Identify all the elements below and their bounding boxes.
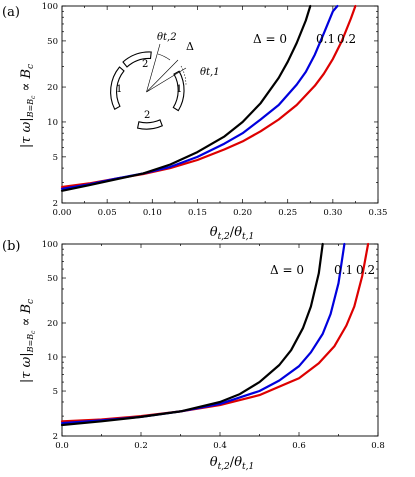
series-line-a-2 (60, 4, 357, 189)
inset-arc-bottom (136, 119, 164, 130)
inset-label-2-bottom: 2 (144, 110, 150, 121)
y-tick-label: 10 (47, 353, 58, 363)
panel-a: (a) 0.00 0.05 0.10 0.15 0.20 0.25 0.30 0.352510… (2, 2, 387, 242)
inset-label-1-left: 1 (116, 84, 122, 95)
panel-b-xlabel: θt,2/θt,1 (210, 455, 254, 472)
inset-schematic (110, 43, 187, 130)
series-label-b-2: 0.2 (356, 263, 375, 277)
y-tick-label: 5 (53, 153, 58, 163)
panel-a-curves (60, 4, 357, 192)
panel-b-ylabel: |τ ω|B=Bc ∝ Bc (19, 299, 37, 383)
y-tick-label: 5 (53, 387, 58, 397)
panel-a-xlabel: θt,2/θt,1 (210, 225, 254, 242)
inset-arc-upper (122, 51, 152, 68)
x-tick-label: 0.20 (233, 208, 252, 218)
x-tick-label: 0.2 (134, 441, 148, 451)
series-label-b-0: Δ = 0 (270, 263, 304, 277)
y-tick-label: 20 (47, 319, 58, 329)
panel-a-ticks: 0.00 0.05 0.10 0.15 0.20 0.25 0.30 0.35 2 5 10 20 50… (42, 2, 388, 218)
series-label-a-0: Δ = 0 (253, 32, 287, 46)
series-label-a-2: 0.2 (337, 32, 356, 46)
x-tick-label: 0.30 (323, 208, 342, 218)
series-line-a-1 (60, 4, 339, 190)
x-tick-label: 0.10 (143, 208, 162, 218)
inset-arc-right (172, 70, 185, 112)
panel-b-curves (60, 242, 370, 427)
inset-label-delta: Δ (186, 40, 194, 53)
y-tick-label: 100 (42, 2, 58, 12)
y-tick-label: 2 (53, 432, 58, 442)
y-tick-label: 100 (42, 240, 58, 250)
y-tick-label: 50 (47, 37, 58, 47)
inset-label-theta2: θt,2 (157, 32, 177, 43)
x-tick-label: 0.15 (188, 208, 207, 218)
inset-label-1-right: 1 (176, 84, 182, 95)
x-tick-label: 0.8 (371, 441, 385, 451)
panel-b-series-labels: Δ = 0 0.1 0.2 (270, 263, 375, 277)
panel-a-letter: (a) (2, 5, 20, 20)
series-line-b-0 (60, 242, 324, 427)
panel-a-series-labels: Δ = 0 0.1 0.2 (253, 32, 356, 46)
y-tick-label: 2 (53, 199, 58, 209)
panel-b-ticks: 0.0 0.2 0.4 0.6 0.8 2 5 10 20 50 100 (42, 240, 385, 451)
panel-b-letter: (b) (2, 239, 20, 254)
inset-label-2-top: 2 (142, 59, 148, 70)
y-tick-label: 10 (47, 118, 58, 128)
inset-arc-left (110, 66, 125, 110)
x-tick-label: 0.4 (213, 441, 227, 451)
x-tick-label: 0.25 (278, 208, 297, 218)
series-label-a-1: 0.1 (316, 32, 335, 46)
inset-label-theta1: θt,1 (200, 67, 220, 78)
x-tick-label: 0.6 (292, 441, 306, 451)
series-line-a-0 (60, 4, 312, 192)
x-tick-label: 0.0 (55, 441, 69, 451)
y-tick-label: 50 (47, 274, 58, 284)
panel-a-ylabel: |τ ω|B=Bc ∝ Bc (19, 64, 37, 148)
x-tick-label: 0.00 (53, 208, 72, 218)
series-label-b-1: 0.1 (334, 263, 353, 277)
x-tick-label: 0.05 (98, 208, 117, 218)
x-tick-label: 0.35 (369, 208, 388, 218)
y-tick-label: 20 (47, 83, 58, 93)
panel-b-frame (61, 243, 379, 437)
